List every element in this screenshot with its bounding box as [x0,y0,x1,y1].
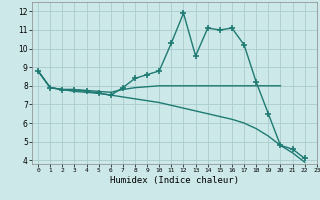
X-axis label: Humidex (Indice chaleur): Humidex (Indice chaleur) [110,176,239,185]
